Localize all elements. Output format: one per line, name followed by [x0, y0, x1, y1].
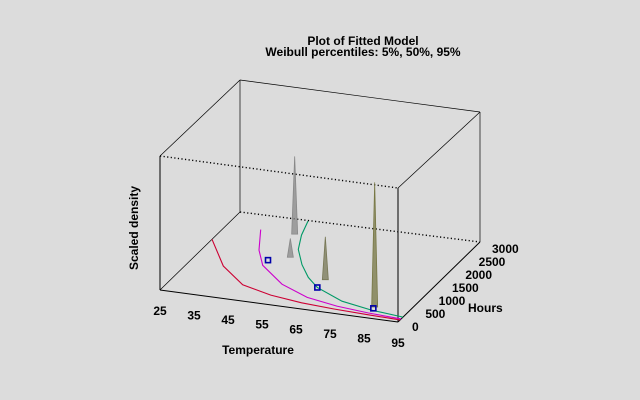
z-axis-label: Scaled density — [127, 186, 141, 270]
chart-title: Plot of Fitted Model — [307, 34, 418, 48]
y-tick-label: 3000 — [492, 242, 519, 256]
marker-1 — [264, 256, 272, 264]
density-spike-4 — [371, 182, 379, 308]
x-tick-label: 85 — [357, 331, 371, 345]
plot-box-frame — [159, 79, 481, 323]
y-axis-label: Hours — [468, 301, 503, 315]
x-tick-label: 75 — [323, 327, 337, 341]
y-tick-label: 1000 — [439, 294, 466, 308]
x-axis-label: Temperature — [222, 343, 294, 357]
x-tick-label: 35 — [187, 309, 201, 323]
percentile-curve-2 — [258, 229, 402, 320]
density-spike-2 — [286, 238, 294, 258]
x-tick-label: 45 — [221, 313, 235, 327]
y-tick-label: 0 — [412, 320, 419, 334]
x-tick-label: 25 — [153, 304, 167, 318]
y-tick-label: 500 — [425, 307, 445, 321]
marker-2 — [314, 284, 321, 291]
density-spike-1 — [291, 156, 299, 235]
temperature-tick-labels: 25 35 45 55 65 75 85 95 — [153, 304, 405, 350]
percentile-curve-3 — [297, 220, 404, 318]
percentile-curves — [211, 220, 404, 321]
x-tick-label: 95 — [391, 336, 405, 350]
percentile-curve-1 — [211, 239, 401, 321]
y-tick-label: 2000 — [465, 268, 492, 282]
marker-3 — [370, 305, 377, 312]
percentile-markers — [264, 256, 377, 312]
density-spike-3 — [321, 236, 329, 281]
y-tick-label: 2500 — [479, 255, 506, 269]
y-tick-label: 1500 — [452, 281, 479, 295]
x-tick-label: 65 — [289, 322, 303, 336]
chart-subtitle: Weibull percentiles: 5%, 50%, 95% — [265, 45, 461, 59]
density-spikes — [286, 156, 379, 308]
x-tick-label: 55 — [255, 318, 269, 332]
